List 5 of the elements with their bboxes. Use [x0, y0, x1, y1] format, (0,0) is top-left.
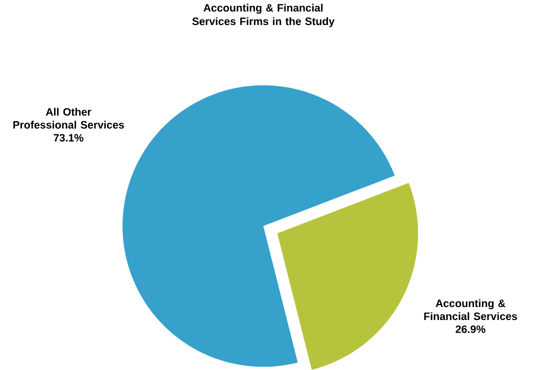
chart-title: Accounting & Financial Services Firms in the Study	[192, 4, 335, 28]
data-label: 26.9%	[456, 326, 486, 334]
slice-label: Accounting & Financial Services	[424, 299, 518, 320]
slice-label: All Other Professional Services	[13, 108, 124, 129]
data-label: 73.1%	[54, 134, 84, 142]
